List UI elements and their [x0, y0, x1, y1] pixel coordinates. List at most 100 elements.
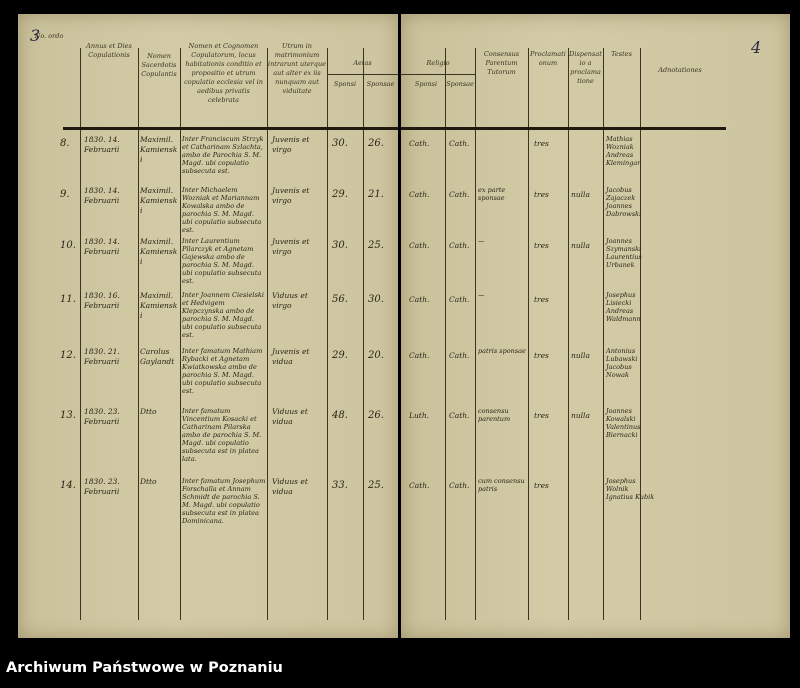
groom-age: 30. [332, 138, 348, 149]
row-number: 13. [60, 410, 76, 421]
bride-age: 26. [368, 138, 384, 149]
groom-age: 29. [332, 350, 348, 361]
groom-religion: Cath. [409, 295, 430, 304]
witnesses: Josephus Lisiecki Andreas Waldmann [606, 291, 641, 323]
groom-religion: Cath. [409, 481, 430, 490]
row-number: 12. [60, 350, 76, 361]
witnesses: Jacobus Zajaczek Joannes Dabrowski [606, 186, 642, 218]
groom-age: 48. [332, 410, 348, 421]
row-number: 10. [60, 240, 76, 251]
proclamations: tres [534, 295, 549, 304]
marital-status: Juvenis et virgo [272, 186, 310, 205]
marital-status: Viduus et vidua [272, 407, 308, 426]
marriage-date: 1830. 14. Februarii [84, 237, 120, 256]
page-number-left: 3 [30, 26, 41, 45]
marriage-date: 1830. 23. Februarii [84, 407, 120, 426]
column-divider [267, 48, 268, 620]
header-aetas: Aetas [353, 59, 372, 67]
parental-consent: — [478, 237, 485, 245]
priest-name: Maximil. Kamienski [140, 237, 178, 266]
priest-name: Maximil. Kamienski [140, 186, 178, 215]
header-sponsae: Sponsae [366, 80, 395, 88]
marriage-date: 1830. 16. Februarii [84, 291, 120, 310]
priest-name: Maximil. Kamienski [140, 135, 178, 164]
marital-status: Juvenis et vidua [272, 347, 310, 366]
witnesses: Mathias Wozniak Andreas Klemingar [606, 135, 641, 167]
header-no: No. ordo [34, 32, 64, 40]
bride-religion: Cath. [449, 481, 470, 490]
page-number-right: 4 [751, 38, 762, 57]
religio-rule [401, 74, 475, 75]
couple-names: Inter famatum Vincentium Kosacki et Cath… [182, 407, 262, 463]
left-page: 3 No. ordo Annus et Dies Copulationis Nome… [18, 14, 398, 638]
bride-religion: Cath. [449, 351, 470, 360]
marital-status: Juvenis et virgo [272, 237, 310, 256]
proclamations: tres [534, 351, 549, 360]
bride-religion: Cath. [449, 295, 470, 304]
priest-name: Maximil. Kamienski [140, 291, 178, 320]
bride-age: 30. [368, 294, 384, 305]
footer-bar: Archiwum Państwowe w Poznaniu [0, 652, 800, 688]
witnesses: Joannes Szymanski Laurentius Urbanek [606, 237, 642, 269]
header-rule [63, 127, 398, 130]
column-divider [327, 48, 328, 620]
groom-age: 56. [332, 294, 348, 305]
couple-names: Inter famatum Mathiam Rybacki et Agnetam… [182, 347, 263, 395]
proclamations: tres [534, 139, 549, 148]
bride-age: 26. [368, 410, 384, 421]
parental-consent: patris sponsae [478, 347, 526, 355]
proclamations: tres [534, 481, 549, 490]
header-status: Utrum in matrimonium intrarunt uterque a… [268, 42, 326, 95]
column-divider [180, 48, 181, 620]
header-annus: Annus et Dies Copulationis [86, 42, 132, 59]
column-divider [138, 48, 139, 620]
column-divider [363, 48, 364, 620]
bride-age: 25. [368, 240, 384, 251]
proclamations: tres [534, 190, 549, 199]
dispensation: nulla [571, 411, 590, 420]
couple-names: Inter Michaelem Wozniak et Mariannam Kow… [182, 186, 262, 234]
marital-status: Viduus et virgo [272, 291, 308, 310]
dispensation: nulla [571, 241, 590, 250]
header-testes: Testes [611, 50, 632, 58]
groom-religion: Cath. [409, 139, 430, 148]
column-divider [640, 48, 641, 620]
bride-age: 25. [368, 480, 384, 491]
header-rule [401, 127, 726, 130]
bride-religion: Cath. [449, 411, 470, 420]
row-number: 8. [60, 138, 70, 149]
witnesses: Josephus Wolnik Ignatius Kubik [606, 477, 655, 501]
dispensation: nulla [571, 351, 590, 360]
header-sponsae-rel: Sponsae [446, 80, 474, 88]
header-consensus: Consensus Parentum Tutorum [483, 50, 520, 76]
column-divider [475, 48, 476, 620]
groom-age: 29. [332, 189, 348, 200]
groom-age: 33. [332, 480, 348, 491]
marriage-date: 1830. 23. Februarii [84, 477, 120, 496]
header-sacerdos: Nomen Sacerdotis Copulantis [141, 52, 177, 78]
column-divider [445, 48, 446, 620]
groom-religion: Cath. [409, 190, 430, 199]
header-religio: Religio [426, 59, 450, 67]
archive-name: Archiwum Państwowe w Poznaniu [6, 660, 283, 676]
header-adnotationes: Adnotationes [658, 66, 702, 74]
priest-name: Carolus Gaylandt [140, 347, 175, 366]
proclamations: tres [534, 241, 549, 250]
column-divider [603, 48, 604, 620]
header-dispensatio: Dispensatio a proclamatione [569, 50, 602, 85]
proclamations: tres [534, 411, 549, 420]
marriage-date: 1830. 14. Februarii [84, 135, 120, 154]
column-divider [80, 48, 81, 620]
priest-name: Dtto [140, 477, 157, 486]
witnesses: Antonius Lubawski Jacobus Nowak [606, 347, 638, 379]
marriage-date: 1830. 14. Februarii [84, 186, 120, 205]
dispensation: nulla [571, 190, 590, 199]
groom-religion: Luth. [409, 411, 430, 420]
header-sponsi: Sponsi [333, 80, 357, 88]
marriage-date: 1830. 21. Februarii [84, 347, 120, 366]
parental-consent: consensu parentum [478, 407, 511, 423]
couple-names: Inter Joannem Ciesielski et Hedvigem Kle… [182, 291, 264, 339]
groom-age: 30. [332, 240, 348, 251]
aetas-rule [327, 74, 398, 75]
row-number: 11. [60, 294, 76, 305]
